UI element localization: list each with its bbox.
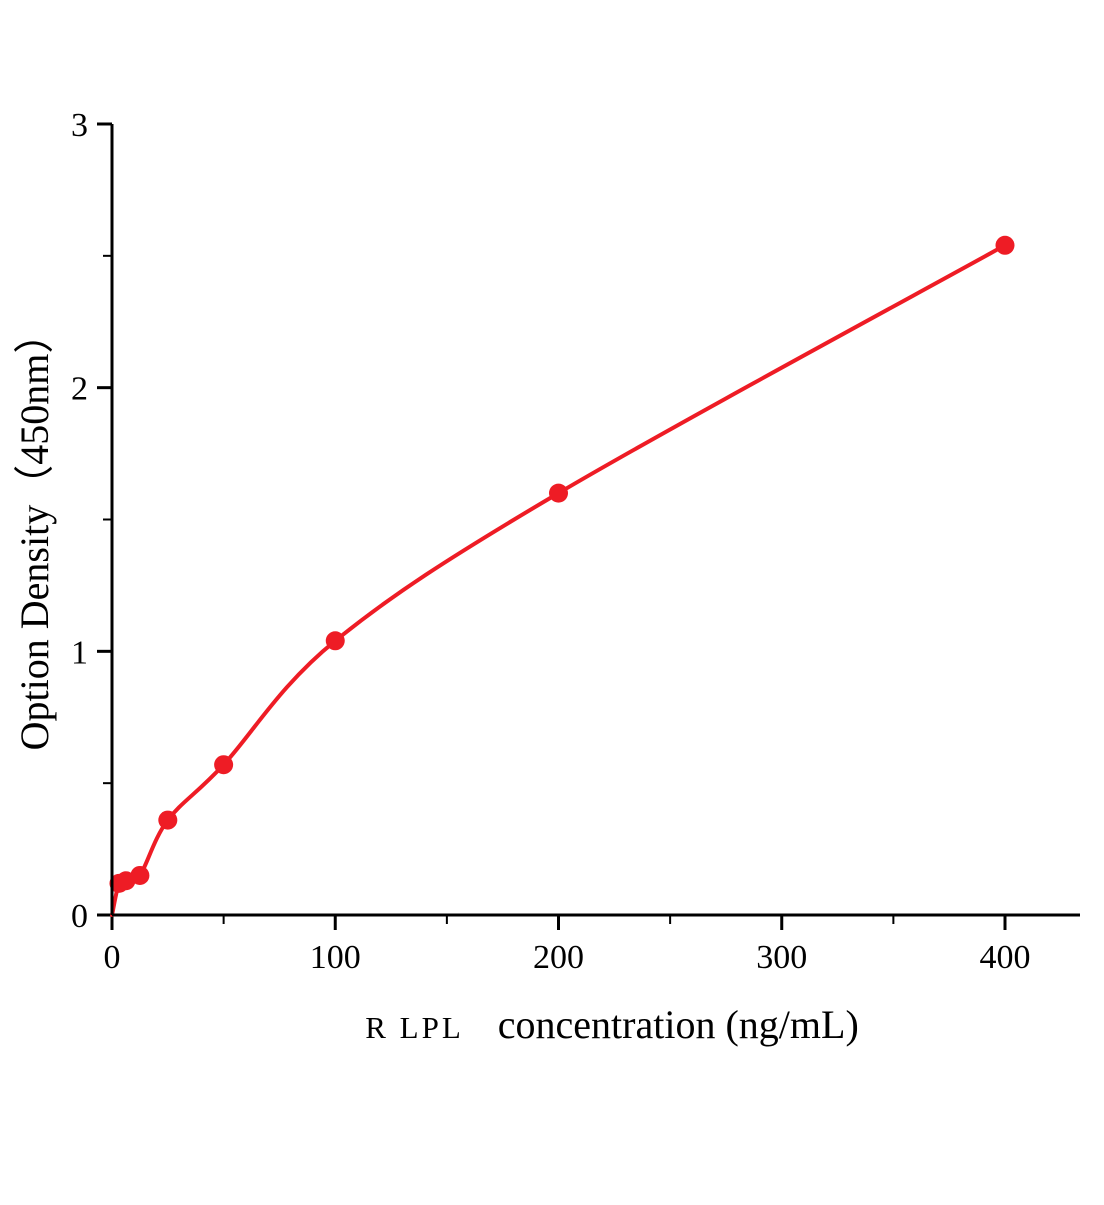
x-axis-title-main: concentration (ng/mL) <box>498 1002 859 1047</box>
x-tick-label: 400 <box>980 939 1031 976</box>
x-tick-label: 200 <box>533 939 584 976</box>
data-point <box>158 810 178 830</box>
curve-layer <box>110 243 1007 917</box>
y-tick-label: 1 <box>71 634 88 671</box>
y-tick-label: 0 <box>71 898 88 935</box>
data-point <box>995 235 1015 255</box>
y-axis-title: Option Density（450nm） <box>12 314 57 751</box>
x-axis-title: R LPL concentration (ng/mL) <box>365 1002 859 1047</box>
x-axis-title-prefix: R LPL <box>365 1010 464 1045</box>
data-point <box>130 865 150 885</box>
x-tick-label: 300 <box>756 939 807 976</box>
data-point <box>325 631 345 651</box>
data-point <box>214 755 234 775</box>
data-point <box>549 483 568 503</box>
x-tick-label: 0 <box>104 939 121 976</box>
fit-curve <box>110 243 1007 917</box>
y-tick-label: 3 <box>71 107 88 144</box>
tick-label-layer: 0 100 200 300 400 0 1 2 3 <box>71 107 1031 976</box>
y-tick-label: 2 <box>71 371 88 408</box>
x-tick-label: 100 <box>310 939 361 976</box>
tick-layer <box>97 122 1007 930</box>
points-layer <box>109 235 1015 893</box>
